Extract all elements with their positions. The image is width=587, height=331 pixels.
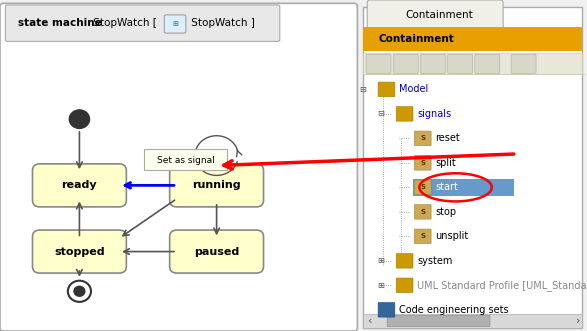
Text: S: S — [420, 184, 425, 190]
Text: Code engineering sets: Code engineering sets — [399, 305, 508, 315]
Text: ⊞: ⊞ — [377, 281, 384, 290]
Text: system: system — [417, 256, 453, 266]
Text: start: start — [435, 182, 458, 192]
FancyBboxPatch shape — [170, 230, 264, 273]
Text: StopWatch ]: StopWatch ] — [188, 18, 255, 28]
Text: StopWatch [: StopWatch [ — [90, 18, 157, 28]
FancyBboxPatch shape — [413, 179, 514, 196]
FancyBboxPatch shape — [387, 315, 490, 327]
Text: reset: reset — [435, 133, 460, 143]
FancyBboxPatch shape — [363, 53, 582, 74]
FancyBboxPatch shape — [448, 54, 473, 73]
Text: UML Standard Profile [UML_Standar: UML Standard Profile [UML_Standar — [417, 280, 587, 291]
Text: ⊞: ⊞ — [172, 21, 178, 27]
Text: Model: Model — [399, 84, 428, 94]
Text: stop: stop — [435, 207, 456, 217]
Text: split: split — [435, 158, 456, 168]
FancyBboxPatch shape — [414, 229, 431, 244]
Text: ⊟: ⊟ — [377, 109, 384, 118]
FancyBboxPatch shape — [414, 180, 431, 195]
Text: Containment: Containment — [379, 34, 454, 44]
FancyBboxPatch shape — [32, 164, 126, 207]
Text: paused: paused — [194, 247, 239, 257]
FancyBboxPatch shape — [420, 54, 446, 73]
Text: S: S — [420, 135, 425, 141]
Text: Set as signal: Set as signal — [157, 156, 215, 165]
Text: S: S — [420, 233, 425, 239]
Circle shape — [68, 281, 91, 302]
FancyBboxPatch shape — [144, 149, 227, 170]
FancyBboxPatch shape — [378, 303, 395, 317]
Circle shape — [69, 110, 90, 128]
Text: S: S — [420, 160, 425, 166]
FancyBboxPatch shape — [363, 7, 582, 328]
FancyBboxPatch shape — [511, 54, 536, 73]
FancyBboxPatch shape — [5, 5, 280, 41]
FancyBboxPatch shape — [378, 82, 395, 97]
Text: Containment: Containment — [406, 10, 474, 20]
Text: ⊞: ⊞ — [377, 256, 384, 265]
FancyBboxPatch shape — [170, 164, 264, 207]
Text: stopped: stopped — [54, 247, 104, 257]
FancyBboxPatch shape — [414, 205, 431, 219]
Text: ready: ready — [62, 180, 97, 190]
Text: running: running — [193, 180, 241, 190]
FancyBboxPatch shape — [363, 314, 582, 328]
FancyBboxPatch shape — [363, 27, 582, 51]
FancyBboxPatch shape — [0, 3, 357, 331]
Text: ‹: ‹ — [367, 316, 372, 326]
FancyBboxPatch shape — [366, 54, 391, 73]
FancyBboxPatch shape — [396, 107, 413, 121]
FancyBboxPatch shape — [396, 254, 413, 268]
Text: state machine: state machine — [18, 18, 102, 28]
FancyBboxPatch shape — [396, 278, 413, 293]
Text: ›: › — [576, 316, 580, 326]
Text: unsplit: unsplit — [435, 231, 468, 241]
FancyBboxPatch shape — [414, 131, 431, 146]
FancyBboxPatch shape — [393, 54, 418, 73]
FancyBboxPatch shape — [475, 54, 500, 73]
FancyBboxPatch shape — [367, 0, 503, 30]
FancyBboxPatch shape — [164, 15, 186, 33]
FancyBboxPatch shape — [414, 156, 431, 170]
Text: S: S — [420, 209, 425, 215]
Circle shape — [74, 286, 85, 296]
Text: ⊟: ⊟ — [359, 85, 366, 94]
Text: signals: signals — [417, 109, 451, 119]
FancyBboxPatch shape — [32, 230, 126, 273]
